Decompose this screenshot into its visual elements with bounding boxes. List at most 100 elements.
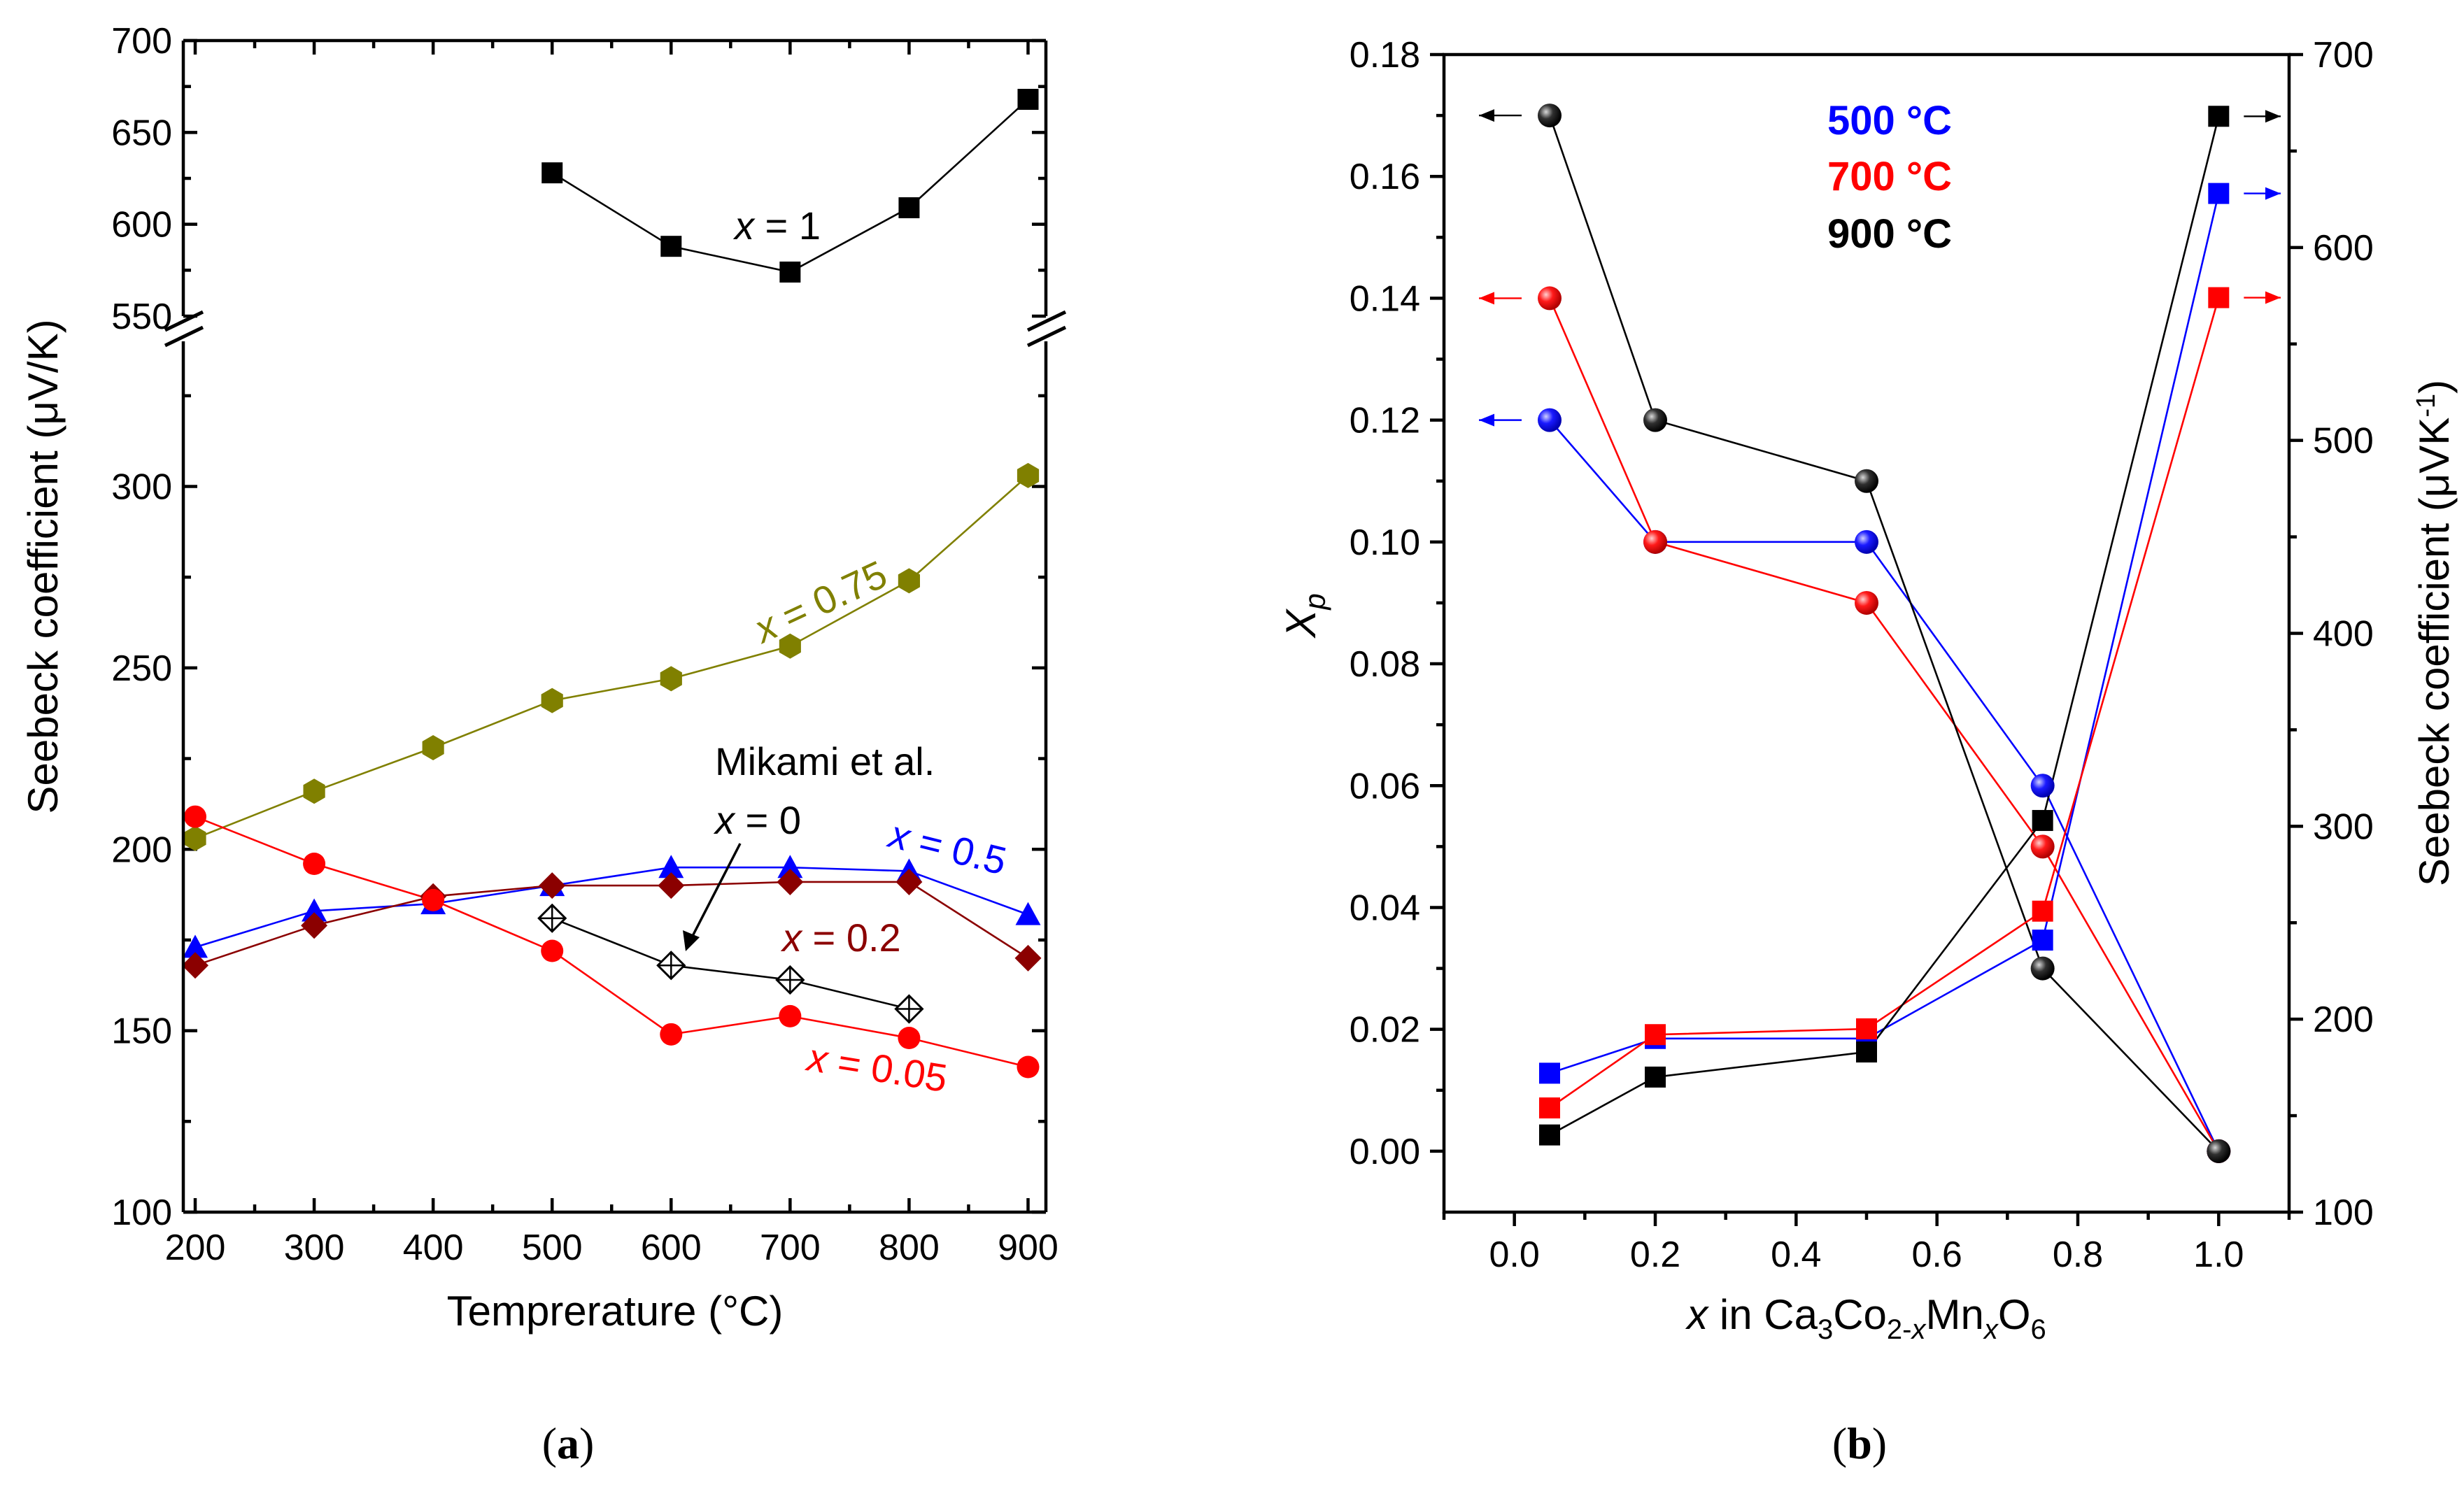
xp-point-900-c-0.75: [2030, 956, 2055, 981]
data-point-x-0-05-900: [1017, 1055, 1040, 1079]
seebeck-point-500-c-0.05: [1539, 1062, 1560, 1084]
label-x005: x = 0.05: [802, 1034, 950, 1100]
b-yr-tick-label-500: 500: [2313, 421, 2374, 462]
seebeck-point-700-c-0.05: [1539, 1097, 1560, 1119]
axis-arrow-xp-500-c: [1479, 413, 1522, 427]
series-line-x-0-75: [194, 474, 1029, 839]
x-tick-label-600: 600: [641, 1228, 702, 1268]
data-point-x-0-05-500: [541, 939, 564, 962]
data-point-x-1-700: [779, 261, 801, 283]
b-yl-tick-label-1: 0.02: [1350, 1010, 1420, 1051]
axis-indicator-arrows: [1479, 109, 2281, 427]
series-line-x-0-2: [194, 881, 1029, 967]
b-yr-tick-label-700: 700: [2313, 35, 2374, 76]
data-point-x-0-75-800: [898, 568, 920, 594]
label-x1: x = 1: [732, 204, 821, 248]
data-point-x-0-2-800: [895, 868, 923, 895]
y-tick-label-200: 200: [111, 830, 172, 870]
chart-panel-a: 200 300 400 500 600 700 800 900 100 150 200 250 300 5…: [20, 21, 1067, 1468]
xp-point-500-c-0.05: [1538, 408, 1562, 432]
y-tick-label-600: 600: [111, 205, 172, 246]
b-x-tick-label-3: 0.6: [1912, 1235, 1962, 1275]
seebeck-point-700-c-0.5: [1856, 1018, 1877, 1039]
b-yr-tick-label-400: 400: [2313, 614, 2374, 655]
data-point-x-0-2-300: [301, 912, 328, 939]
x-tick-label-300: 300: [284, 1228, 345, 1268]
b-x-tick-label-5: 1.0: [2193, 1235, 2244, 1275]
b-yl-tick-label-0: 0.00: [1350, 1132, 1420, 1172]
data-point-x-0-75-900: [1017, 462, 1040, 488]
axis-arrow-xp-900-c: [1479, 109, 1522, 122]
seebeck-point-900-c-1: [2208, 106, 2230, 127]
label-x02: x = 0.2: [780, 916, 901, 960]
b-yr-tick-label-100: 100: [2313, 1193, 2374, 1233]
b-yl-tick-label-5: 0.10: [1350, 522, 1420, 563]
axis-arrow-seebeck-700-c: [2244, 291, 2281, 304]
seebeck-point-700-c-0.2: [1645, 1024, 1666, 1046]
caption-a: (a): [542, 1418, 595, 1468]
label-mikami-line1: Mikami et al.: [715, 739, 935, 783]
data-point-x-0-05-700: [779, 1004, 802, 1027]
panel-b-ylabel-left: Xp: [1277, 593, 1331, 639]
seebeck-point-700-c-1: [2208, 287, 2230, 308]
axis-break-marks: [164, 310, 1067, 348]
x-tick-label-900: 900: [998, 1228, 1058, 1268]
data-point-x-0-05-600: [660, 1023, 683, 1046]
data-point-mikami-et-al-x-0-600: [656, 951, 686, 981]
data-point-x-0-75-200: [184, 825, 206, 851]
y-tick-label-100: 100: [111, 1193, 172, 1233]
data-point-x-0-5-900: [1015, 902, 1041, 925]
b-yl-tick-label-9: 0.18: [1350, 35, 1420, 76]
panel-b-xlabel: x in Ca3Co2-xMnxO6: [1685, 1291, 2046, 1345]
xp-point-700-c-0.2: [1643, 529, 1667, 554]
b-x-tick-label-4: 0.8: [2053, 1235, 2103, 1275]
legend-900: 900 °C: [1827, 211, 1952, 257]
data-point-x-0-75-700: [779, 633, 801, 659]
axis-arrow-seebeck-900-c: [2244, 110, 2281, 123]
data-point-x-0-75-400: [422, 735, 444, 760]
b-yl-tick-label-7: 0.14: [1350, 278, 1420, 319]
xp-point-900-c-1: [2207, 1139, 2231, 1163]
label-mikami-line2: x = 0: [713, 798, 801, 842]
seebeck-point-500-c-1: [2208, 183, 2230, 204]
series-line-x-0-5: [194, 866, 1028, 948]
seebeck-line-900-c: [1549, 115, 2220, 1136]
axis-arrow-seebeck-500-c: [2244, 187, 2281, 200]
data-point-x-0-5-600: [658, 855, 684, 878]
data-point-x-1-900: [1017, 89, 1039, 111]
panel-b-ylabel-right: Seebeck coefficient (μVK-1): [2411, 380, 2458, 886]
data-point-x-0-05-200: [184, 805, 207, 828]
data-point-x-0-05-400: [422, 888, 445, 911]
y-tick-label-650: 650: [111, 113, 172, 153]
data-point-x-0-05-800: [898, 1027, 921, 1049]
xp-point-500-c-0.5: [1855, 529, 1878, 554]
xp-point-500-c-0.75: [2030, 774, 2055, 798]
data-point-x-1-600: [660, 236, 682, 257]
data-point-x-0-2-500: [539, 872, 566, 899]
mikami-arrow: [683, 843, 742, 951]
b-x-tick-label-2: 0.4: [1771, 1235, 1821, 1275]
data-point-mikami-et-al-x-0-500: [537, 903, 567, 933]
data-point-x-1-800: [898, 197, 920, 219]
data-point-x-0-5-300: [302, 898, 327, 922]
data-point-x-0-75-600: [660, 666, 682, 692]
xp-point-900-c-0.05: [1538, 104, 1562, 128]
panel-a-ticks: 200 300 400 500 600 700 800 900 100 150 200 250 300 5…: [111, 21, 1058, 1268]
data-point-x-0-2-600: [658, 872, 685, 899]
data-point-x-0-75-300: [303, 778, 325, 804]
x-tick-label-200: 200: [165, 1228, 226, 1268]
seebeck-point-500-c-0.75: [2032, 930, 2053, 951]
b-yr-tick-label-600: 600: [2313, 228, 2374, 269]
legend-b: 500 °C 700 °C 900 °C: [1827, 98, 1952, 257]
panel-b-frame: [1442, 52, 2291, 1214]
data-point-x-0-2-200: [182, 952, 209, 979]
panel-a-xlabel: Temprerature (°C): [447, 1288, 784, 1335]
seebeck-point-900-c-0.5: [1856, 1041, 1877, 1063]
y-tick-label-150: 150: [111, 1011, 172, 1052]
data-point-x-0-2-700: [777, 868, 804, 895]
xp-point-700-c-0.5: [1855, 590, 1878, 615]
xp-point-700-c-0.75: [2030, 834, 2055, 859]
x-tick-label-400: 400: [403, 1228, 464, 1268]
panel-a-frame: [181, 38, 1048, 1214]
b-yl-tick-label-6: 0.12: [1350, 401, 1420, 441]
